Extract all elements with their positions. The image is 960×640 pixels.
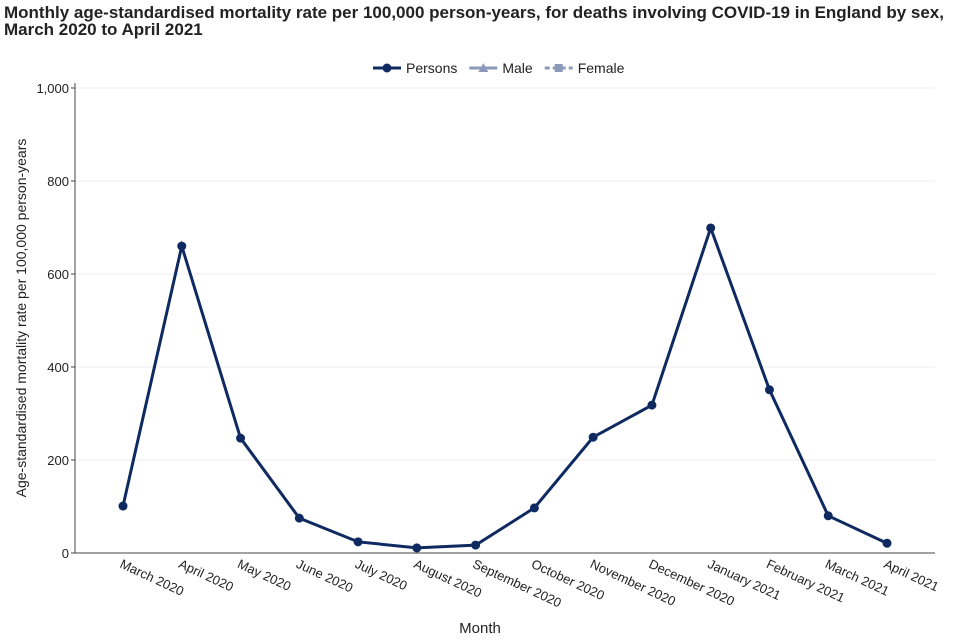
point	[177, 241, 187, 251]
point	[236, 433, 246, 443]
y-tick-label: 800	[47, 174, 69, 189]
point	[706, 223, 716, 233]
point	[529, 503, 539, 513]
x-tick-label: July 2020	[353, 556, 410, 593]
series-line	[121, 223, 888, 550]
point	[353, 537, 363, 547]
point	[588, 432, 598, 442]
point	[764, 385, 774, 395]
y-tick-label: 1,000	[36, 81, 69, 96]
legend-marker	[382, 63, 392, 73]
y-tick-label: 400	[47, 360, 69, 375]
x-axis-label: Month	[459, 620, 501, 637]
x-tick-label: March 2020	[118, 556, 187, 599]
x-tick-label: April 2020	[177, 556, 236, 594]
legend-marker	[554, 64, 563, 72]
y-axis-label: Age-standardised mortality rate per 100,…	[13, 139, 29, 498]
legend-marker	[478, 63, 489, 72]
point	[118, 501, 128, 511]
point	[647, 400, 657, 410]
point	[823, 511, 833, 521]
y-tick-label: 200	[47, 453, 69, 468]
x-tick-label: June 2020	[294, 556, 355, 595]
point	[882, 538, 892, 548]
legend-label: Female	[578, 60, 625, 76]
point	[412, 543, 422, 553]
y-tick-label: 600	[47, 267, 69, 282]
chart-title: Monthly age-standardised mortality rate …	[4, 3, 944, 39]
y-tick-label: 0	[62, 546, 69, 561]
legend-label: Male	[502, 60, 533, 76]
x-tick-label: May 2020	[235, 556, 293, 594]
point	[294, 513, 304, 523]
x-tick-label: April 2021	[882, 556, 941, 594]
point	[471, 540, 481, 550]
legend-label: Persons	[406, 60, 457, 76]
